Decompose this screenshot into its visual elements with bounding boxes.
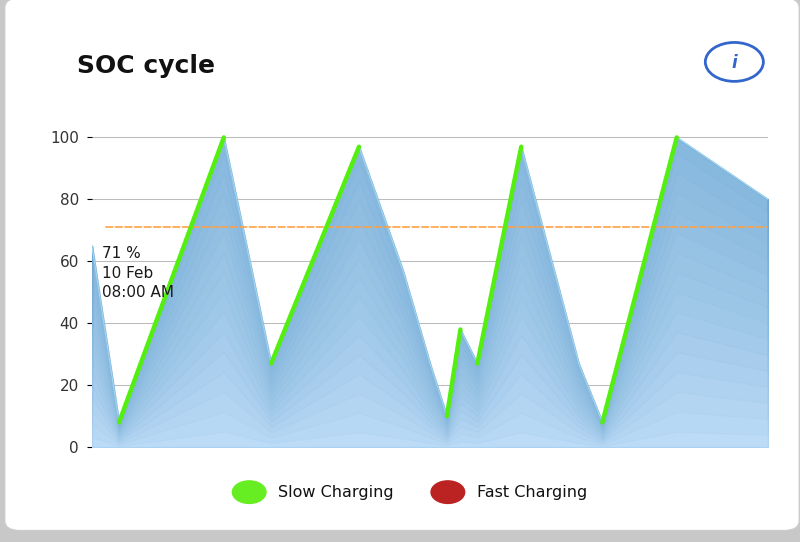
Circle shape: [232, 481, 266, 504]
Text: 71 %
10 Feb
08:00 AM: 71 % 10 Feb 08:00 AM: [102, 246, 174, 300]
Text: i: i: [731, 54, 738, 72]
Circle shape: [431, 481, 465, 504]
FancyBboxPatch shape: [5, 0, 799, 531]
Text: SOC cycle: SOC cycle: [78, 54, 215, 78]
Text: Slow Charging: Slow Charging: [278, 485, 394, 500]
Text: Fast Charging: Fast Charging: [477, 485, 587, 500]
